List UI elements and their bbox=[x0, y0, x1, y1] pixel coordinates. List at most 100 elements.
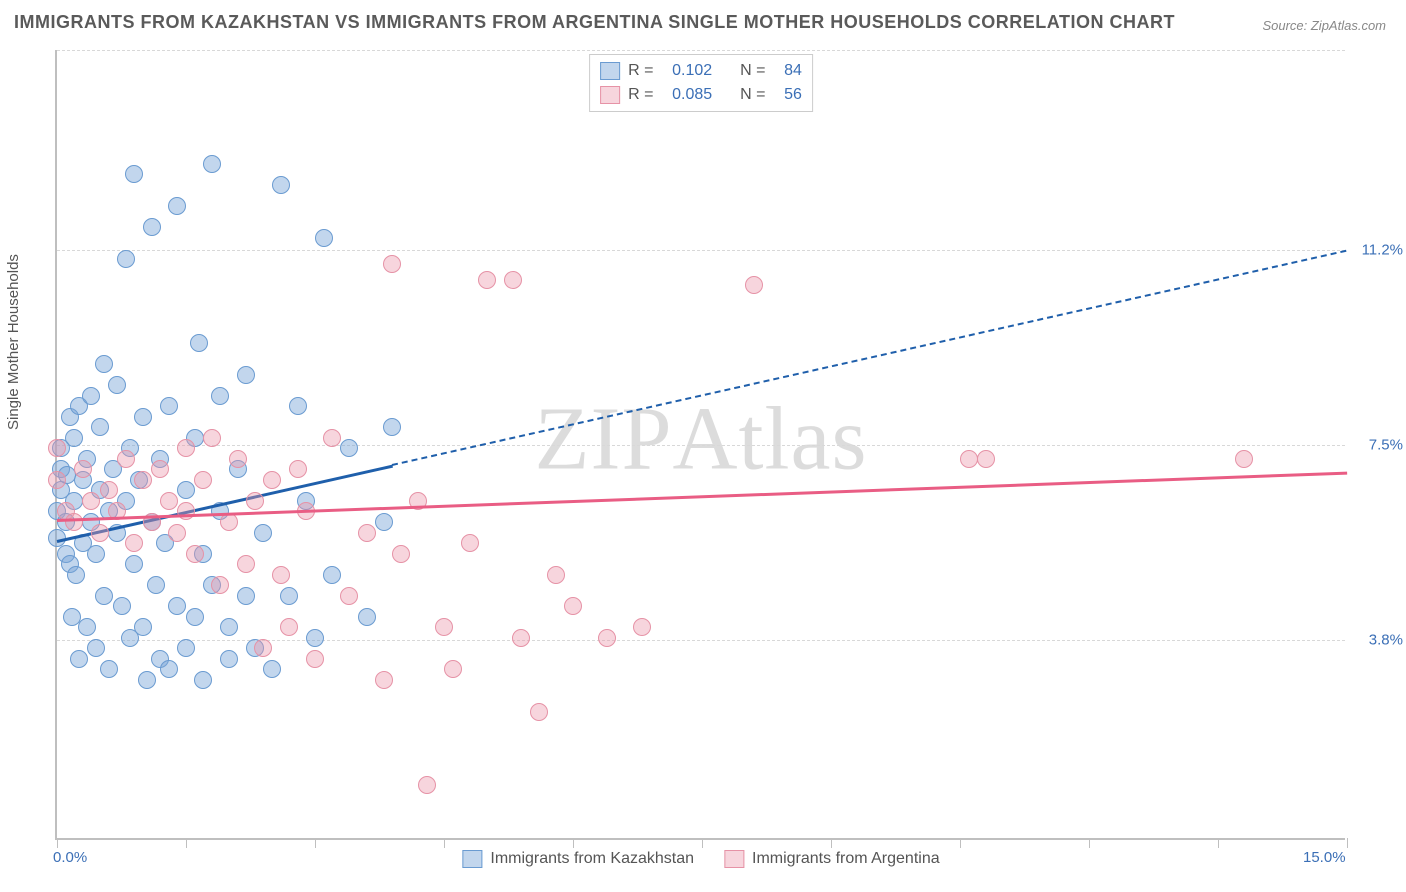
data-point bbox=[564, 597, 582, 615]
x-tick bbox=[57, 838, 58, 848]
x-tick bbox=[444, 838, 445, 848]
data-point bbox=[194, 671, 212, 689]
n-value: 84 bbox=[784, 59, 802, 83]
y-tick-label: 11.2% bbox=[1362, 242, 1403, 259]
n-label: N = bbox=[740, 59, 776, 83]
data-point bbox=[203, 429, 221, 447]
data-point bbox=[194, 471, 212, 489]
data-point bbox=[125, 534, 143, 552]
data-point bbox=[272, 566, 290, 584]
data-point bbox=[960, 450, 978, 468]
data-point bbox=[134, 618, 152, 636]
r-value: 0.102 bbox=[672, 59, 732, 83]
data-point bbox=[263, 660, 281, 678]
data-point bbox=[91, 524, 109, 542]
data-point bbox=[134, 471, 152, 489]
data-point bbox=[186, 545, 204, 563]
data-point bbox=[177, 439, 195, 457]
data-point bbox=[547, 566, 565, 584]
legend-stats: R = 0.102 N = 84 R = 0.085 N = 56 bbox=[589, 54, 813, 112]
data-point bbox=[340, 587, 358, 605]
data-point bbox=[134, 408, 152, 426]
data-point bbox=[82, 492, 100, 510]
data-point bbox=[461, 534, 479, 552]
data-point bbox=[125, 165, 143, 183]
legend-label: Immigrants from Argentina bbox=[752, 850, 940, 868]
data-point bbox=[977, 450, 995, 468]
data-point bbox=[246, 492, 264, 510]
data-point bbox=[745, 276, 763, 294]
data-point bbox=[48, 471, 66, 489]
data-point bbox=[211, 387, 229, 405]
legend-stats-row: R = 0.102 N = 84 bbox=[600, 59, 802, 83]
n-label: N = bbox=[740, 83, 776, 107]
x-tick bbox=[702, 838, 703, 848]
data-point bbox=[289, 397, 307, 415]
x-tick bbox=[1347, 838, 1348, 848]
data-point bbox=[237, 587, 255, 605]
chart-title: IMMIGRANTS FROM KAZAKHSTAN VS IMMIGRANTS… bbox=[14, 12, 1175, 33]
data-point bbox=[87, 545, 105, 563]
legend-swatch-icon bbox=[724, 850, 744, 868]
x-tick-label: 0.0% bbox=[53, 849, 87, 866]
data-point bbox=[280, 587, 298, 605]
x-tick-label: 15.0% bbox=[1303, 849, 1346, 866]
data-point bbox=[160, 492, 178, 510]
x-tick bbox=[831, 838, 832, 848]
x-tick bbox=[960, 838, 961, 848]
data-point bbox=[108, 376, 126, 394]
data-point bbox=[289, 460, 307, 478]
x-tick bbox=[315, 838, 316, 848]
r-label: R = bbox=[628, 59, 664, 83]
trend-line bbox=[392, 250, 1347, 466]
data-point bbox=[100, 660, 118, 678]
data-point bbox=[263, 471, 281, 489]
data-point bbox=[160, 660, 178, 678]
data-point bbox=[306, 650, 324, 668]
data-point bbox=[306, 629, 324, 647]
r-value: 0.085 bbox=[672, 83, 732, 107]
data-point bbox=[95, 355, 113, 373]
data-point bbox=[95, 587, 113, 605]
data-point bbox=[190, 334, 208, 352]
data-point bbox=[168, 524, 186, 542]
data-point bbox=[375, 513, 393, 531]
data-point bbox=[512, 629, 530, 647]
data-point bbox=[254, 524, 272, 542]
data-point bbox=[91, 418, 109, 436]
data-point bbox=[211, 576, 229, 594]
legend-item: Immigrants from Argentina bbox=[724, 850, 940, 868]
data-point bbox=[177, 481, 195, 499]
data-point bbox=[117, 250, 135, 268]
data-point bbox=[177, 639, 195, 657]
data-point bbox=[435, 618, 453, 636]
data-point bbox=[70, 650, 88, 668]
data-point bbox=[138, 671, 156, 689]
data-point bbox=[151, 460, 169, 478]
x-tick bbox=[1089, 838, 1090, 848]
data-point bbox=[237, 555, 255, 573]
gridline bbox=[57, 250, 1345, 251]
data-point bbox=[113, 597, 131, 615]
legend-swatch-icon bbox=[600, 86, 620, 104]
data-point bbox=[160, 397, 178, 415]
data-point bbox=[229, 450, 247, 468]
data-point bbox=[383, 418, 401, 436]
data-point bbox=[598, 629, 616, 647]
data-point bbox=[340, 439, 358, 457]
data-point bbox=[117, 450, 135, 468]
data-point bbox=[87, 639, 105, 657]
legend-item: Immigrants from Kazakhstan bbox=[462, 850, 694, 868]
data-point bbox=[74, 460, 92, 478]
data-point bbox=[358, 524, 376, 542]
legend-swatch-icon bbox=[600, 62, 620, 80]
data-point bbox=[323, 429, 341, 447]
data-point bbox=[254, 639, 272, 657]
data-point bbox=[358, 608, 376, 626]
data-point bbox=[444, 660, 462, 678]
y-axis-label: Single Mother Households bbox=[5, 254, 22, 430]
data-point bbox=[168, 197, 186, 215]
legend-swatch-icon bbox=[462, 850, 482, 868]
data-point bbox=[1235, 450, 1253, 468]
legend-series: Immigrants from Kazakhstan Immigrants fr… bbox=[462, 850, 939, 868]
